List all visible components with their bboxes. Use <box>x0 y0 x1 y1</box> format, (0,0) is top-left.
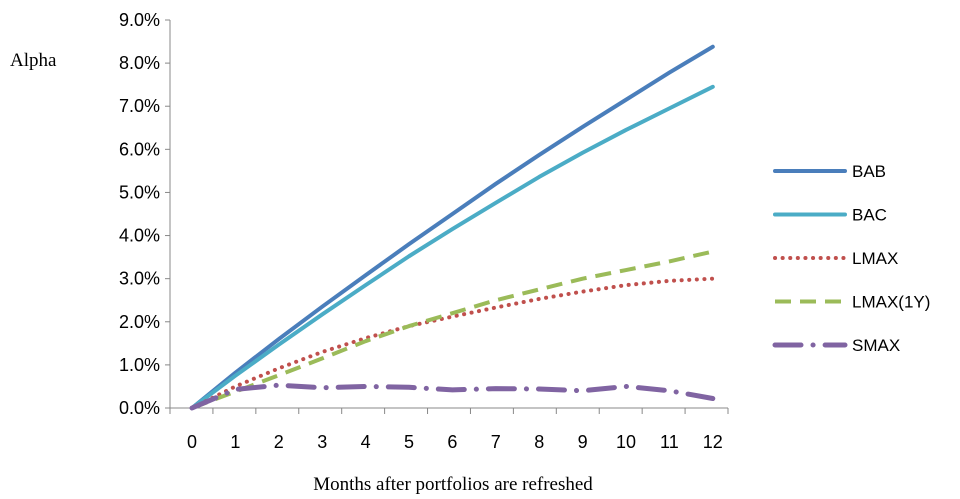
y-tick-label: 0.0% <box>119 398 160 418</box>
y-axis-title: Alpha <box>10 50 57 71</box>
x-tick-label: 4 <box>361 432 371 452</box>
y-tick-label: 8.0% <box>119 53 160 73</box>
x-tick-label: 11 <box>660 432 679 452</box>
axes <box>165 19 729 414</box>
legend-label-lmax-1y: LMAX(1Y) <box>852 293 930 312</box>
legend-label-bab: BAB <box>852 162 886 181</box>
y-tick-label: 2.0% <box>119 312 160 332</box>
series-line-bab <box>190 44 715 410</box>
series-line-smax <box>189 382 716 411</box>
y-tick-label: 6.0% <box>119 139 160 159</box>
x-tick-label: 0 <box>187 432 197 452</box>
legend-label-bac: BAC <box>852 206 887 225</box>
series-line-bac <box>190 84 715 410</box>
x-tick-labels: 0 1 2 3 4 5 6 7 8 9 10 11 12 <box>187 432 723 452</box>
x-tick-label: 6 <box>447 432 457 452</box>
y-tick-label: 9.0% <box>119 10 160 30</box>
y-tick-label: 4.0% <box>119 226 160 246</box>
legend-label-lmax: LMAX <box>852 249 898 268</box>
y-tick-label: 5.0% <box>119 182 160 202</box>
y-tick-label: 1.0% <box>119 355 160 375</box>
y-tick-labels: 0.0% 1.0% 2.0% 3.0% 4.0% 5.0% 6.0% 7.0% 8.0% 9.0% <box>119 10 160 418</box>
y-tick-label: 7.0% <box>119 96 160 116</box>
x-tick-label: 2 <box>274 432 284 452</box>
legend: BAB BAC LMAX LMAX(1Y) SMAX <box>772 162 930 355</box>
legend-label-smax: SMAX <box>852 336 900 355</box>
x-tick-label: 9 <box>578 432 588 452</box>
x-tick-label: 3 <box>317 432 327 452</box>
x-tick-label: 8 <box>534 432 544 452</box>
x-axis-title: Months after portfolios are refreshed <box>313 474 593 495</box>
series-lines <box>189 44 716 411</box>
x-tick-label: 12 <box>703 432 723 452</box>
x-tick-label: 5 <box>404 432 414 452</box>
y-tick-label: 3.0% <box>119 269 160 289</box>
series-line-lmax-1y <box>191 249 714 410</box>
x-tick-label: 10 <box>616 432 636 452</box>
x-tick-label: 7 <box>491 432 501 452</box>
x-tick-label: 1 <box>230 432 240 452</box>
